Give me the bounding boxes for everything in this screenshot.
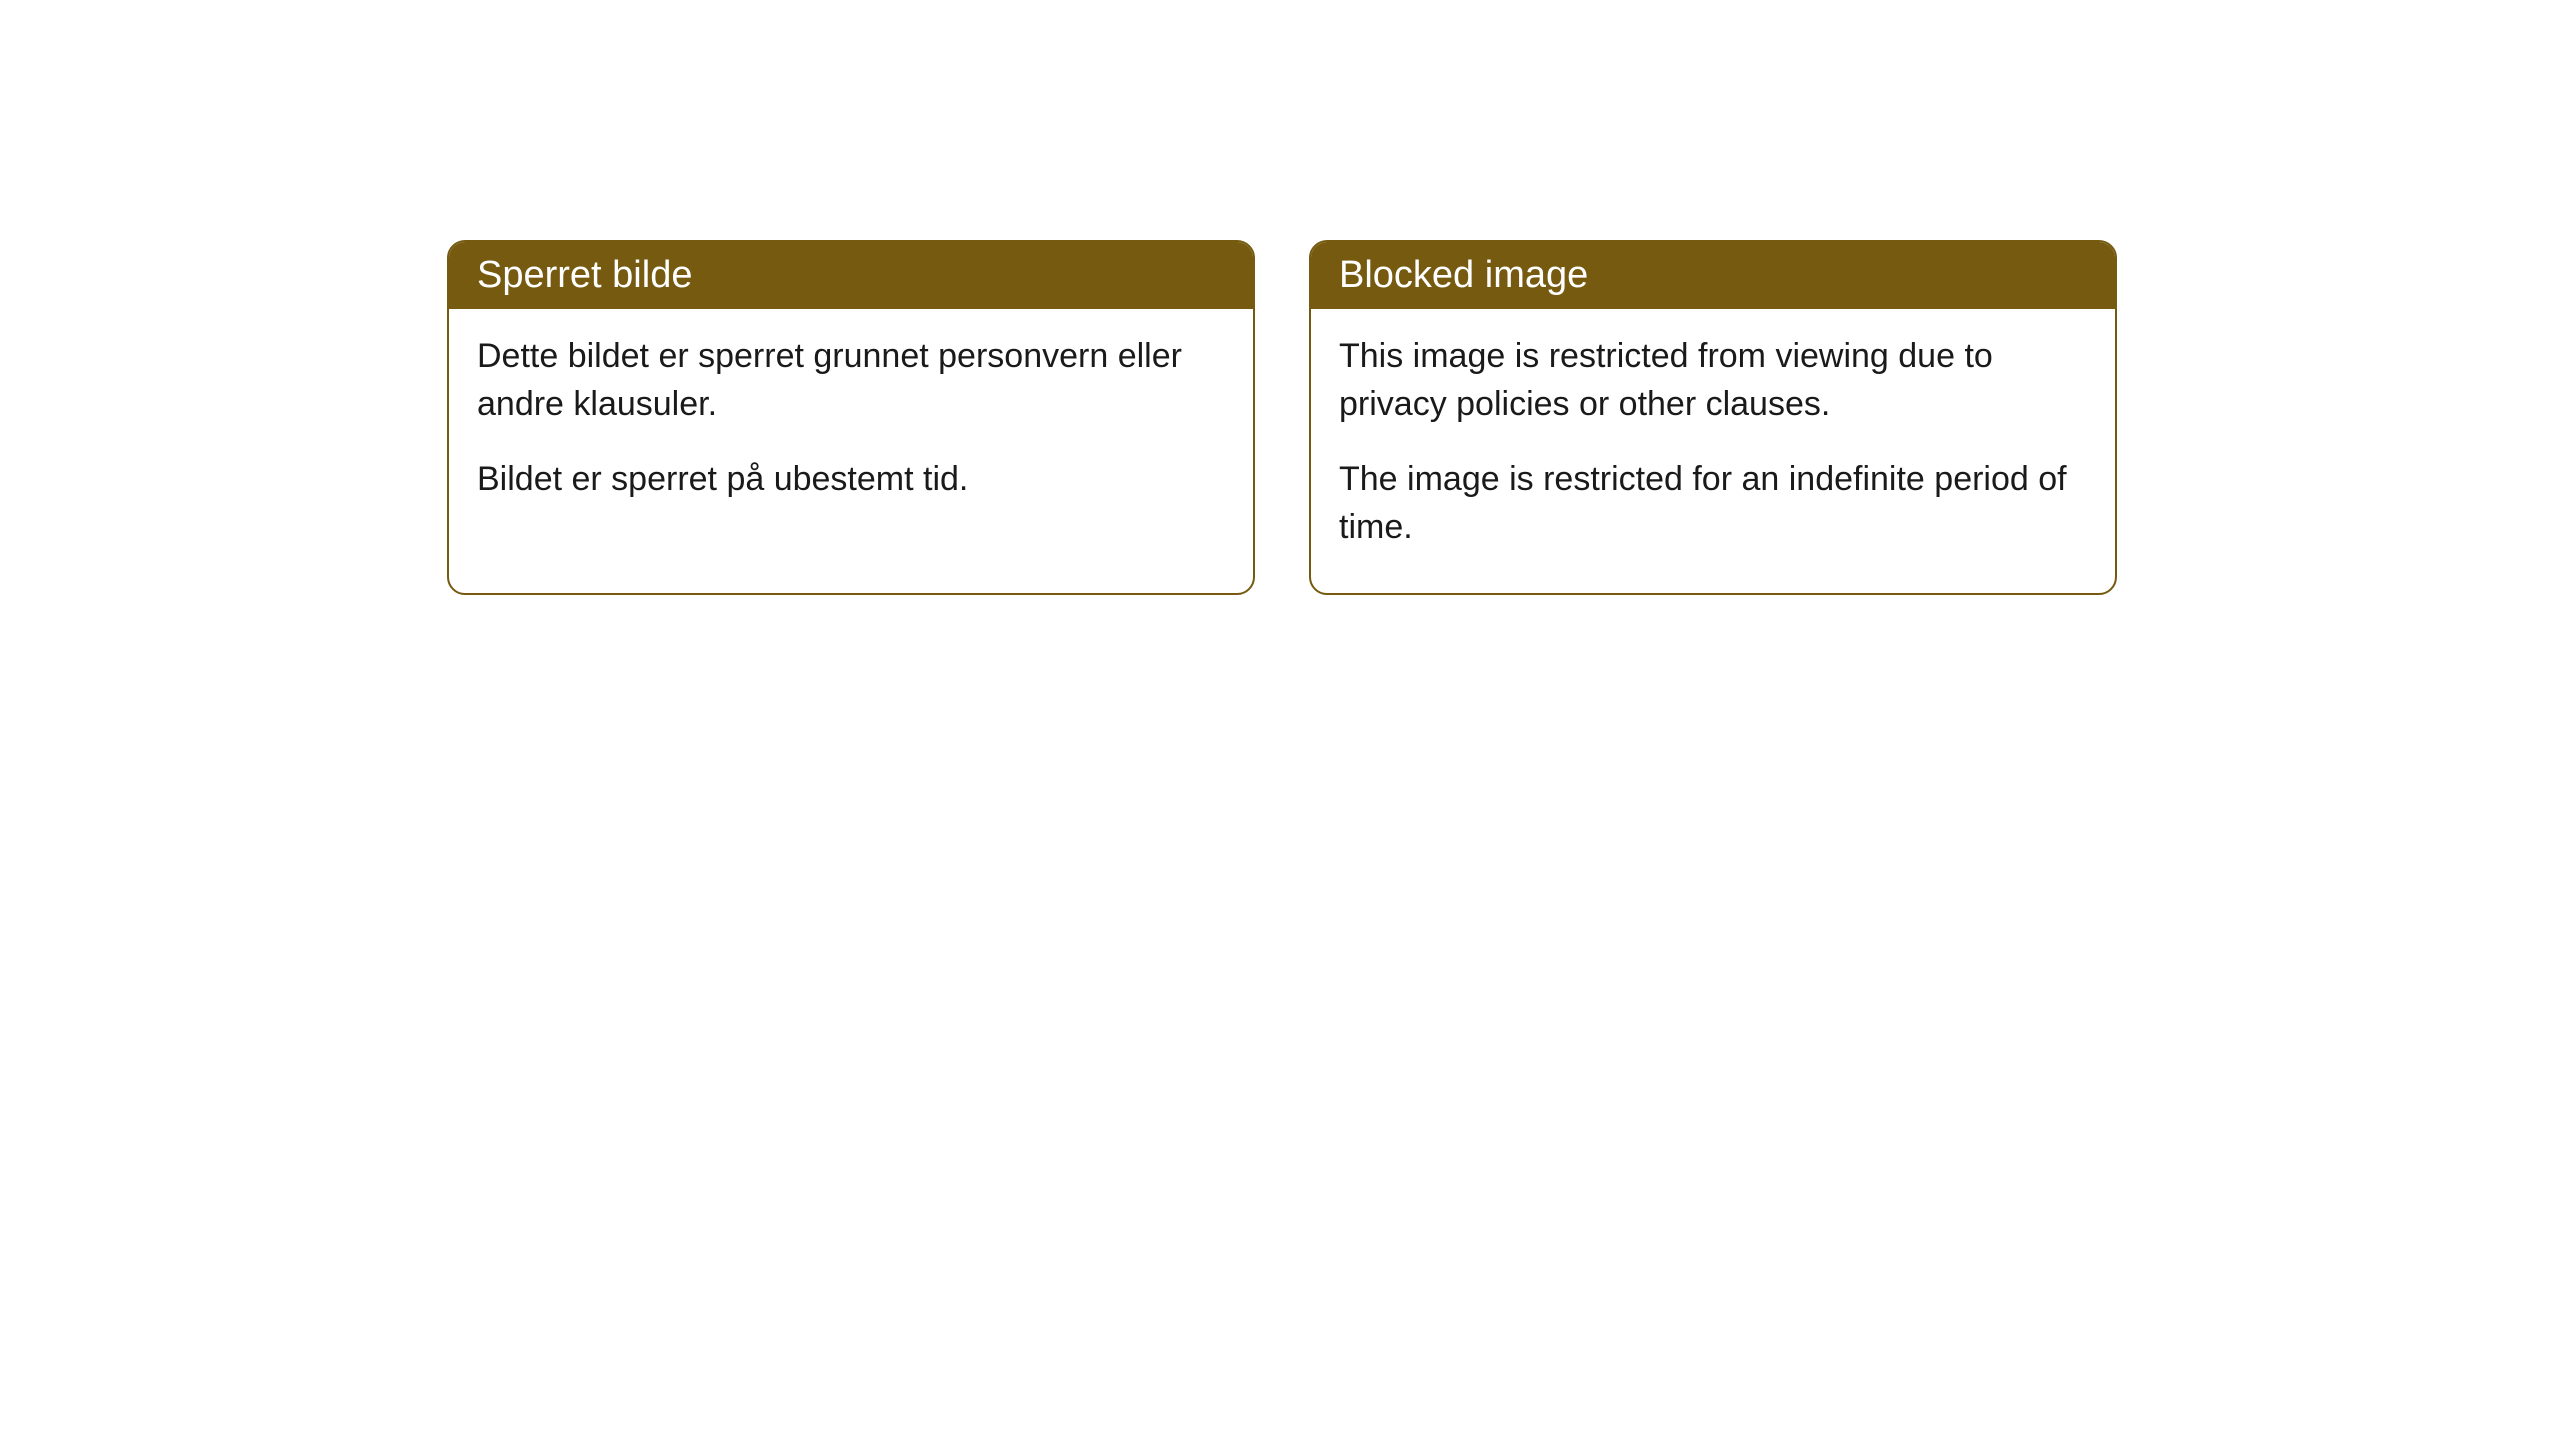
card-header: Blocked image bbox=[1311, 242, 2115, 309]
notice-cards-container: Sperret bilde Dette bildet er sperret gr… bbox=[447, 240, 2117, 595]
card-body: Dette bildet er sperret grunnet personve… bbox=[449, 309, 1253, 546]
card-paragraph: The image is restricted for an indefinit… bbox=[1339, 456, 2087, 551]
card-paragraph: Dette bildet er sperret grunnet personve… bbox=[477, 333, 1225, 428]
card-body: This image is restricted from viewing du… bbox=[1311, 309, 2115, 593]
card-header: Sperret bilde bbox=[449, 242, 1253, 309]
card-title: Blocked image bbox=[1339, 254, 1588, 296]
blocked-image-card-norwegian: Sperret bilde Dette bildet er sperret gr… bbox=[447, 240, 1255, 595]
card-paragraph: This image is restricted from viewing du… bbox=[1339, 333, 2087, 428]
card-title: Sperret bilde bbox=[477, 254, 692, 296]
card-paragraph: Bildet er sperret på ubestemt tid. bbox=[477, 456, 1225, 504]
blocked-image-card-english: Blocked image This image is restricted f… bbox=[1309, 240, 2117, 595]
